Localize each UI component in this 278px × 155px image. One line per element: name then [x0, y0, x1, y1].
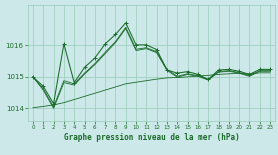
X-axis label: Graphe pression niveau de la mer (hPa): Graphe pression niveau de la mer (hPa)	[64, 133, 239, 142]
